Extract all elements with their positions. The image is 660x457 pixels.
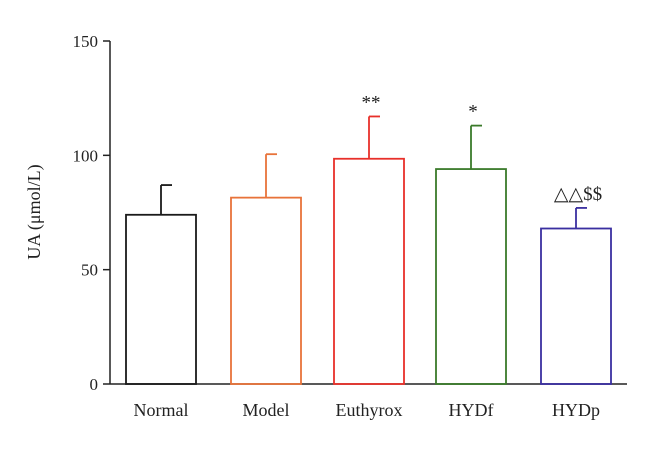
bar — [435, 168, 507, 385]
y-tick-label: 0 — [90, 375, 99, 394]
bar-group-hydp: HYDp △△$$ — [540, 184, 612, 420]
bar — [125, 213, 197, 385]
bar — [540, 227, 612, 385]
bar-group-model: Model — [230, 153, 302, 420]
y-tick-label: 100 — [73, 146, 99, 165]
category-label: Normal — [134, 400, 189, 420]
bar — [230, 196, 302, 385]
significance-marker: * — [468, 102, 478, 123]
bars: Normal Model Euthyrox ** HYDf * HYDp △△$$ — [125, 92, 612, 420]
bar-group-normal: Normal — [125, 184, 197, 420]
bar-group-euthyrox: Euthyrox ** — [333, 92, 405, 420]
y-tick-label: 50 — [81, 261, 98, 280]
significance-marker: △△$$ — [554, 184, 602, 205]
bar-group-hydf: HYDf * — [435, 102, 507, 420]
y-axis: 0 50 100 150 — [73, 32, 111, 394]
significance-marker: ** — [362, 92, 381, 113]
y-axis-title: UA (μmol/L) — [24, 164, 45, 259]
category-label: HYDp — [552, 400, 600, 420]
y-tick-label: 150 — [73, 32, 99, 51]
bar — [333, 157, 405, 385]
category-label: Model — [243, 400, 290, 420]
category-label: Euthyrox — [336, 400, 403, 420]
category-label: HYDf — [449, 400, 494, 420]
